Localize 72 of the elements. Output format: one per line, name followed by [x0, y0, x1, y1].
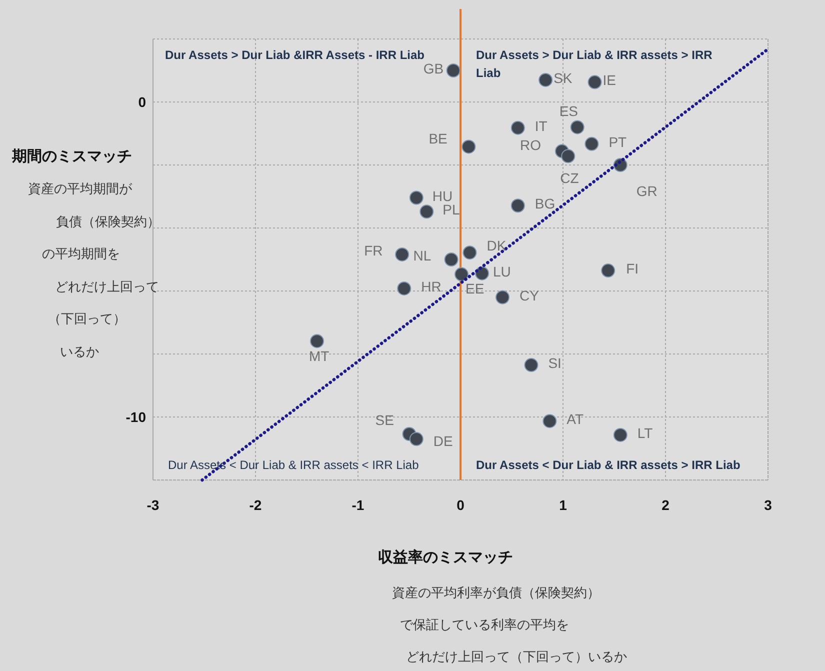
- annotation: SI: [548, 355, 562, 372]
- point: [409, 432, 424, 446]
- annotation: CZ: [560, 170, 580, 186]
- point: [475, 266, 490, 280]
- point: [496, 290, 510, 304]
- annotation: PL: [442, 202, 460, 218]
- point: [462, 140, 476, 154]
- point: [524, 358, 538, 372]
- annotation: HU: [432, 188, 453, 204]
- point: [454, 267, 469, 282]
- annotation: SE: [375, 412, 394, 428]
- annotation: AT: [566, 411, 584, 428]
- point: [310, 334, 324, 348]
- annotation: 負債（保険契約）: [56, 214, 160, 231]
- annotation: FR: [364, 242, 383, 258]
- annotation: Dur Assets > Dur Liab &IRR Assets - IRR Liab: [165, 47, 426, 64]
- point: [397, 281, 412, 296]
- annotation: MT: [309, 348, 330, 364]
- x-axis-title: 収益率のミスマッチ: [378, 548, 513, 567]
- annotation: HR: [421, 278, 442, 294]
- x-tick-label: 2: [662, 497, 670, 513]
- point: [601, 264, 616, 278]
- text: （下回って）: [48, 311, 126, 328]
- annotation: どれだけ上回って: [55, 279, 159, 296]
- annotation: BE: [428, 130, 448, 147]
- annotation: Dur Assets < Dur Liab & IRR assets > IRR Liab: [476, 457, 742, 474]
- annotation: EE: [466, 280, 484, 296]
- annotation: ES: [559, 103, 578, 120]
- annotation: GR: [636, 183, 658, 199]
- annotation: NL: [413, 248, 432, 264]
- point: [570, 120, 584, 134]
- x-tick-label: 3: [764, 497, 772, 513]
- y-tick-label: -10: [126, 409, 146, 425]
- point: [584, 136, 599, 151]
- annotation: LT: [637, 424, 654, 441]
- y-axis-title: 期間のミスマッチ: [12, 147, 132, 166]
- point: [446, 64, 460, 78]
- x-tick-label: -2: [249, 497, 262, 513]
- annotation: GB: [423, 60, 444, 76]
- annotation: FI: [626, 260, 639, 277]
- annotation: IE: [602, 72, 616, 88]
- annotation: DE: [433, 433, 453, 450]
- annotation: CY: [520, 287, 540, 304]
- point: [542, 414, 557, 428]
- annotation: IT: [534, 118, 548, 134]
- text: 資産の平均利率が負債（保険契約）: [392, 585, 600, 602]
- x-tick-label: 1: [559, 497, 568, 513]
- point: [409, 190, 424, 205]
- point: [510, 198, 525, 213]
- annotation: RO: [520, 137, 542, 154]
- point: [613, 428, 628, 442]
- text: どれだけ上回って（下回って）いるか: [406, 649, 627, 666]
- annotation: SK: [554, 70, 573, 86]
- x-tick-label: 0: [456, 497, 465, 513]
- text: いるか: [60, 344, 99, 361]
- annotation: PT: [608, 134, 628, 150]
- point: [510, 120, 525, 135]
- text: 資産の平均期間が: [28, 181, 132, 198]
- point: [462, 246, 477, 260]
- point: [561, 149, 576, 164]
- x-tick-label: -1: [352, 497, 364, 513]
- annotation: LU: [493, 263, 511, 280]
- point: [538, 72, 553, 87]
- point: [395, 247, 410, 262]
- text: の平均期間を: [42, 246, 120, 263]
- point: [444, 252, 458, 266]
- annotation: DK: [486, 238, 507, 254]
- text: で保証している利率の平均を: [400, 617, 569, 634]
- point: [588, 75, 602, 90]
- x-tick-label: -3: [146, 497, 160, 513]
- annotation: BG: [534, 196, 556, 212]
- point: [420, 204, 434, 219]
